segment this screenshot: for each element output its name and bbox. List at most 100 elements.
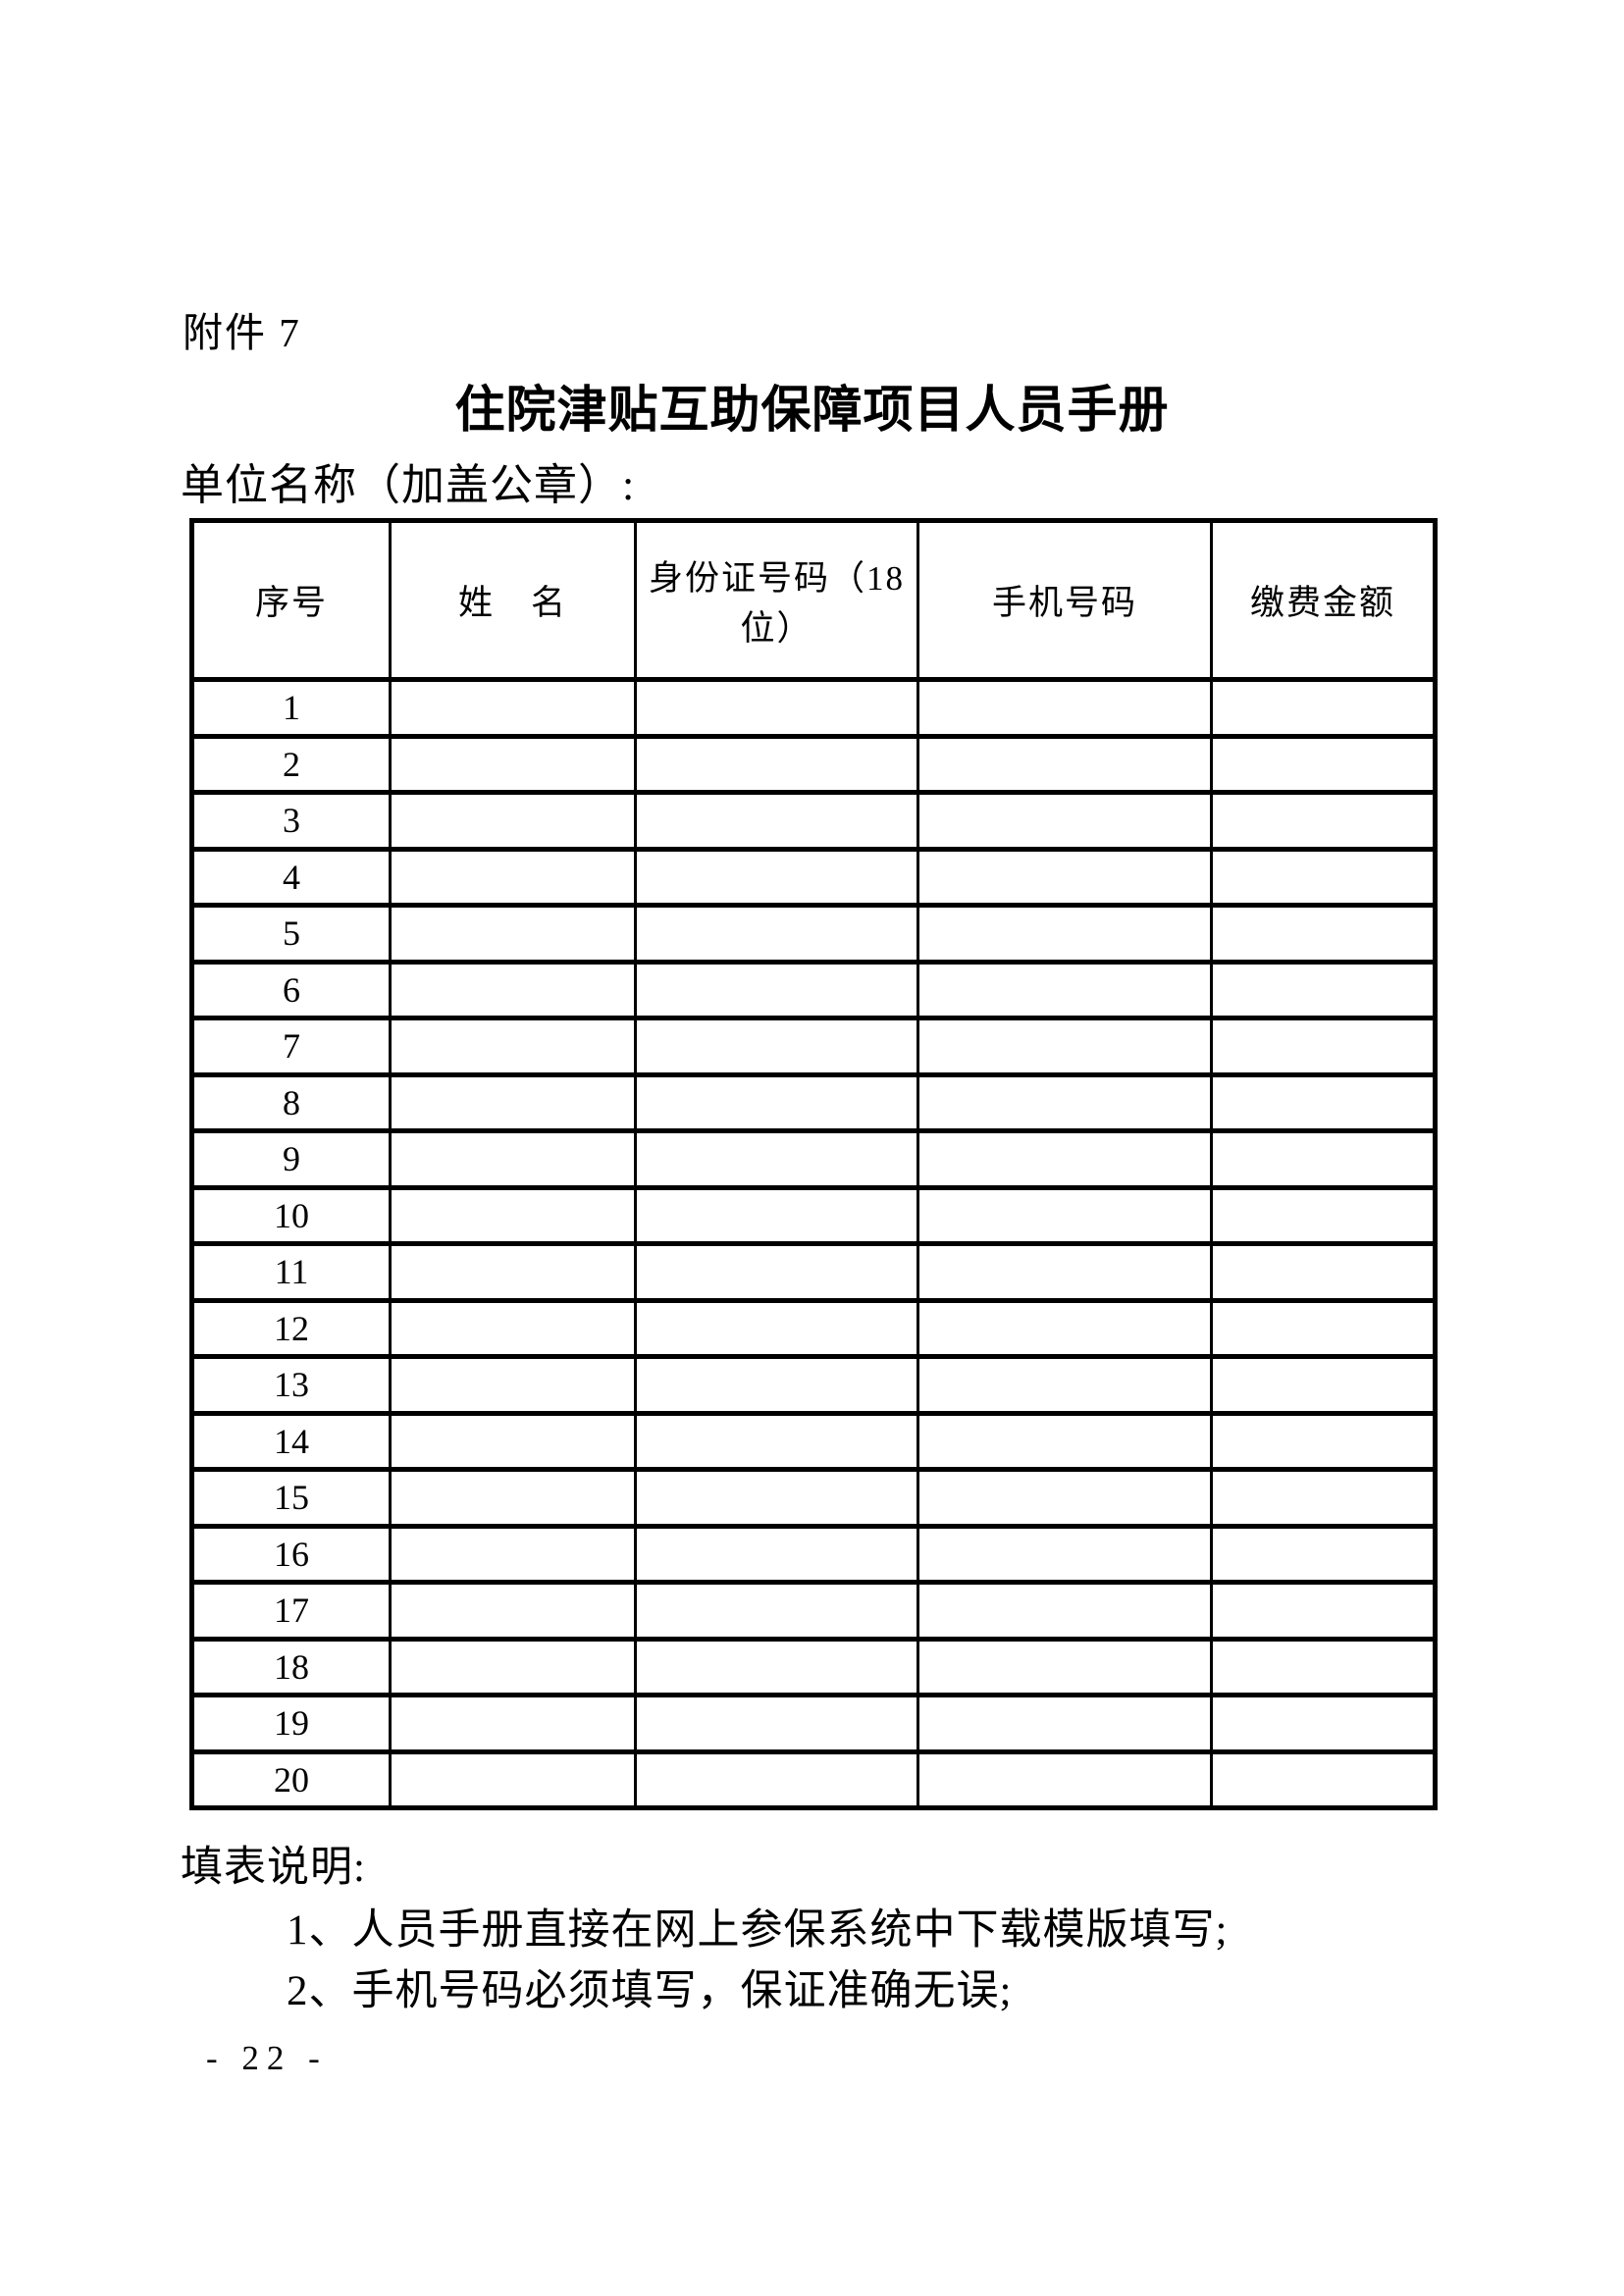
payment-amount-cell bbox=[1210, 1580, 1437, 1642]
table-row: 6 bbox=[190, 959, 1437, 1020]
name-cell bbox=[389, 959, 637, 1020]
table-row: 3 bbox=[190, 790, 1437, 852]
header-row: 序号 姓 名 身份证号码（18 位） 手机号码 缴费金额 bbox=[190, 518, 1437, 682]
table-row: 10 bbox=[190, 1184, 1437, 1246]
serial-number-cell: 20 bbox=[190, 1748, 392, 1810]
id-number-cell bbox=[634, 1748, 919, 1810]
mobile-number-cell bbox=[917, 1523, 1213, 1585]
mobile-number-cell bbox=[917, 1693, 1213, 1754]
mobile-number-cell bbox=[917, 1297, 1213, 1359]
unit-name-label: 单位名称（加盖公章）: bbox=[181, 461, 636, 509]
id-number-cell bbox=[634, 677, 919, 739]
id-number-cell bbox=[634, 1467, 919, 1529]
payment-amount-cell bbox=[1210, 1128, 1437, 1190]
name-cell bbox=[389, 1297, 637, 1359]
id-number-cell bbox=[634, 1693, 919, 1754]
table-row: 2 bbox=[190, 733, 1437, 795]
serial-number-cell: 10 bbox=[190, 1184, 392, 1246]
name-cell bbox=[389, 1693, 637, 1754]
mobile-number-cell bbox=[917, 1636, 1213, 1697]
name-cell bbox=[389, 846, 637, 908]
id-number-cell bbox=[634, 1354, 919, 1416]
header-serial-number: 序号 bbox=[190, 518, 392, 682]
notes-title: 填表说明: bbox=[181, 1845, 366, 1891]
name-cell bbox=[389, 1748, 637, 1810]
name-cell bbox=[389, 1467, 637, 1529]
payment-amount-cell bbox=[1210, 1523, 1437, 1585]
name-cell bbox=[389, 1523, 637, 1585]
payment-amount-cell bbox=[1210, 1184, 1437, 1246]
header-mobile-number: 手机号码 bbox=[917, 518, 1213, 682]
table-row: 13 bbox=[190, 1354, 1437, 1416]
table-row: 7 bbox=[190, 1016, 1437, 1077]
header-id-number: 身份证号码（18 位） bbox=[634, 518, 919, 682]
id-number-cell bbox=[634, 903, 919, 965]
id-number-cell bbox=[634, 1636, 919, 1697]
table-row: 16 bbox=[190, 1523, 1437, 1585]
serial-number-cell: 11 bbox=[190, 1241, 392, 1303]
mobile-number-cell bbox=[917, 1410, 1213, 1472]
payment-amount-cell bbox=[1210, 790, 1437, 852]
payment-amount-cell bbox=[1210, 1071, 1437, 1133]
mobile-number-cell bbox=[917, 1128, 1213, 1190]
serial-number-cell: 13 bbox=[190, 1354, 392, 1416]
mobile-number-cell bbox=[917, 1580, 1213, 1642]
serial-number-cell: 19 bbox=[190, 1693, 392, 1754]
id-number-cell bbox=[634, 790, 919, 852]
payment-amount-cell bbox=[1210, 1354, 1437, 1416]
table-row: 17 bbox=[190, 1580, 1437, 1642]
id-number-cell bbox=[634, 1184, 919, 1246]
header-payment-amount: 缴费金额 bbox=[1210, 518, 1437, 682]
name-cell bbox=[389, 733, 637, 795]
serial-number-cell: 5 bbox=[190, 903, 392, 965]
id-number-cell bbox=[634, 1071, 919, 1133]
serial-number-cell: 18 bbox=[190, 1636, 392, 1697]
name-cell bbox=[389, 1241, 637, 1303]
id-number-cell bbox=[634, 846, 919, 908]
table-row: 15 bbox=[190, 1467, 1437, 1529]
id-number-cell bbox=[634, 1016, 919, 1077]
mobile-number-cell bbox=[917, 1016, 1213, 1077]
table-row: 4 bbox=[190, 846, 1437, 908]
serial-number-cell: 12 bbox=[190, 1297, 392, 1359]
name-cell bbox=[389, 790, 637, 852]
mobile-number-cell bbox=[917, 733, 1213, 795]
payment-amount-cell bbox=[1210, 733, 1437, 795]
mobile-number-cell bbox=[917, 1354, 1213, 1416]
table-row: 9 bbox=[190, 1128, 1437, 1190]
name-cell bbox=[389, 1128, 637, 1190]
payment-amount-cell bbox=[1210, 1467, 1437, 1529]
serial-number-cell: 16 bbox=[190, 1523, 392, 1585]
table-row: 5 bbox=[190, 903, 1437, 965]
payment-amount-cell bbox=[1210, 1410, 1437, 1472]
mobile-number-cell bbox=[917, 1071, 1213, 1133]
id-number-cell bbox=[634, 1241, 919, 1303]
serial-number-cell: 8 bbox=[190, 1071, 392, 1133]
serial-number-cell: 3 bbox=[190, 790, 392, 852]
payment-amount-cell bbox=[1210, 1241, 1437, 1303]
serial-number-cell: 15 bbox=[190, 1467, 392, 1529]
name-cell bbox=[389, 1354, 637, 1416]
serial-number-cell: 2 bbox=[190, 733, 392, 795]
serial-number-cell: 7 bbox=[190, 1016, 392, 1077]
table-row: 1 bbox=[190, 677, 1437, 739]
serial-number-cell: 4 bbox=[190, 846, 392, 908]
id-number-cell bbox=[634, 1580, 919, 1642]
payment-amount-cell bbox=[1210, 903, 1437, 965]
mobile-number-cell bbox=[917, 959, 1213, 1020]
name-cell bbox=[389, 1071, 637, 1133]
id-number-cell bbox=[634, 1128, 919, 1190]
roster-table-body: 1 2 3 4 5 6 7 8 9 10 11 12 13 14 15 16 17 18 19 20 bbox=[190, 677, 1437, 1810]
payment-amount-cell bbox=[1210, 1016, 1437, 1077]
mobile-number-cell bbox=[917, 846, 1213, 908]
attachment-label: 附件 7 bbox=[183, 310, 301, 355]
payment-amount-cell bbox=[1210, 1693, 1437, 1754]
table-row: 18 bbox=[190, 1636, 1437, 1697]
table-row: 11 bbox=[190, 1241, 1437, 1303]
payment-amount-cell bbox=[1210, 1297, 1437, 1359]
name-cell bbox=[389, 1580, 637, 1642]
serial-number-cell: 14 bbox=[190, 1410, 392, 1472]
name-cell bbox=[389, 677, 637, 739]
name-cell bbox=[389, 1184, 637, 1246]
